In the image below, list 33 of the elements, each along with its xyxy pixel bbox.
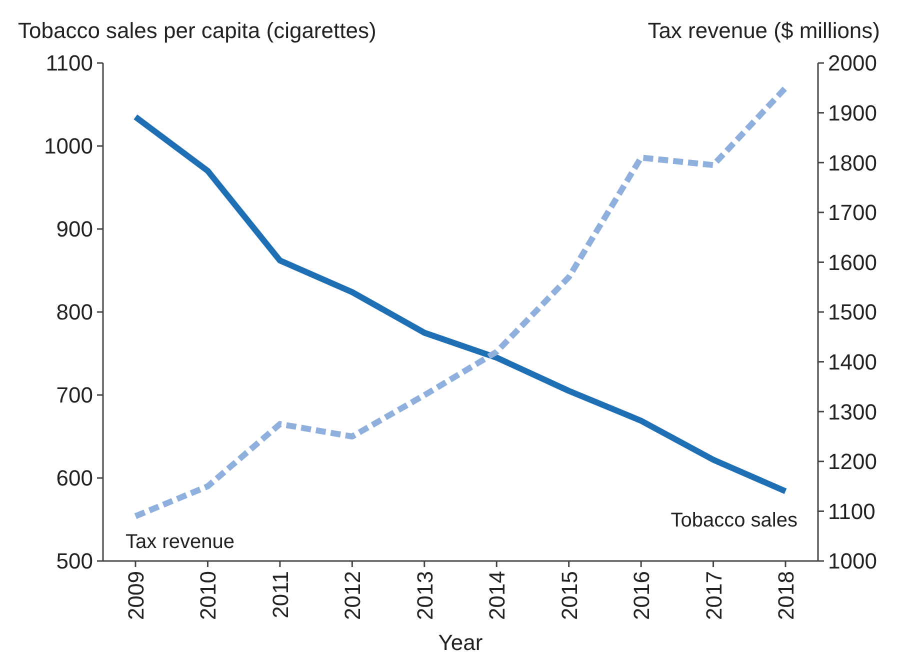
y-tick-label: 600 [56, 466, 93, 491]
y2-tick-label: 1800 [828, 150, 877, 176]
x-tick-label: 2017 [701, 571, 726, 620]
x-tick-label: 2011 [268, 571, 293, 618]
y2-tick-label: 1900 [828, 100, 877, 126]
y-tick-label: 1000 [44, 134, 93, 159]
x-tick-label: 2010 [196, 571, 221, 620]
y2-tick-label: 1300 [828, 399, 877, 424]
x-tick-label: 2009 [124, 571, 148, 620]
y-tick-label: 700 [56, 382, 93, 408]
series-label: Tobacco sales [670, 509, 798, 532]
y2-tick-label: 1200 [828, 449, 877, 474]
y-tick-label: 800 [56, 300, 93, 325]
y2-tick-label: 1500 [828, 300, 877, 325]
y2-tick-label: 1400 [828, 350, 877, 374]
y2-axis-title: Tax revenue ($ millions) [648, 18, 880, 43]
x-tick-label: 2014 [484, 571, 510, 620]
y-axis-title: Tobacco sales per capita (cigarettes) [18, 18, 376, 43]
x-axis-title: Year [438, 630, 483, 655]
x-tick-label: 2012 [340, 571, 366, 620]
y-tick-label: 500 [56, 548, 93, 574]
y-tick-label: 900 [56, 216, 93, 242]
x-tick-label: 2015 [556, 571, 582, 620]
series-label: Tax revenue [126, 531, 234, 554]
x-tick-label: 2013 [412, 571, 438, 620]
x-tick-label: 2016 [629, 571, 654, 620]
y2-tick-label: 1100 [828, 498, 876, 524]
y2-tick-label: 2000 [828, 50, 877, 76]
y2-tick-label: 1700 [828, 200, 877, 226]
y2-tick-label: 1000 [828, 548, 877, 574]
y-tick-label: 1100 [46, 50, 93, 76]
y2-tick-label: 1600 [828, 250, 877, 275]
x-tick-label: 2018 [774, 571, 798, 620]
